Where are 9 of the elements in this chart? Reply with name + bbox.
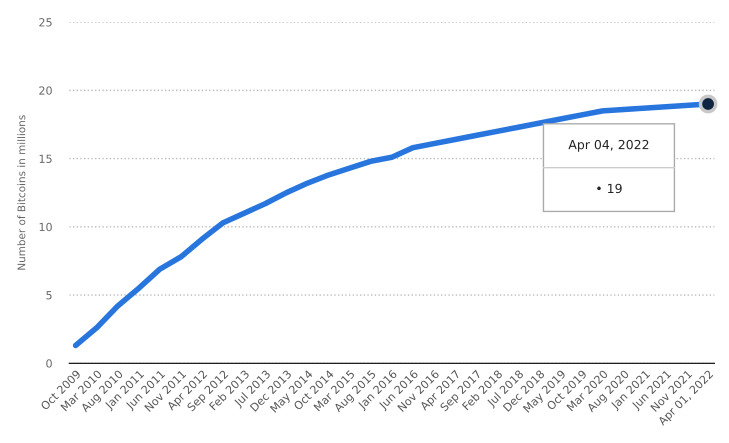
y-tick-label: 5 xyxy=(46,291,52,300)
y-tick-label: 20 xyxy=(39,86,52,95)
y-tick-label: 25 xyxy=(39,18,52,27)
y-tick-label: 0 xyxy=(46,359,52,368)
annotation: Apr 04, 2022 xyxy=(568,140,648,152)
y-tick-label: 15 xyxy=(40,154,52,163)
annotation: • 19 xyxy=(597,184,622,194)
y-axis-title: Number of Bitcoins in millions xyxy=(17,115,26,270)
y-tick-label: 10 xyxy=(40,222,52,232)
